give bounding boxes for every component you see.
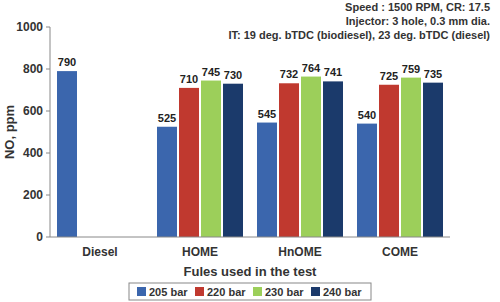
data-label: 732 — [280, 68, 298, 80]
data-label: 730 — [224, 69, 242, 81]
bar — [157, 127, 177, 237]
x-tick-label: COME — [382, 245, 418, 259]
x-tick-label: Diesel — [82, 245, 117, 259]
y-tick — [46, 195, 50, 196]
data-label: 725 — [380, 70, 398, 82]
bar — [179, 88, 199, 237]
y-axis-title: NO, ppm — [2, 105, 17, 159]
chart: 790 525 545 540 710 732 725 745 764 759 730 741 735 0… — [0, 0, 500, 302]
annotation: Speed : 1500 RPM, CR: 17.5 — [345, 1, 490, 13]
y-tick — [46, 27, 50, 28]
legend-swatch — [195, 287, 204, 296]
bar — [279, 83, 299, 237]
data-label: 545 — [258, 108, 276, 120]
y-tick — [46, 111, 50, 112]
bar — [401, 78, 421, 237]
legend-label: 220 bar — [207, 286, 246, 298]
bars — [57, 71, 443, 237]
chart-container: 790 525 545 540 710 732 725 745 764 759 730 741 735 0… — [0, 0, 500, 302]
data-label: 710 — [180, 73, 198, 85]
y-tick-label: 1000 — [16, 20, 43, 34]
data-label: 759 — [402, 63, 420, 75]
legend-swatch — [253, 287, 262, 296]
bar — [201, 81, 221, 237]
legend: 205 bar 220 bar 230 bar 240 bar — [129, 283, 371, 300]
bar — [257, 123, 277, 237]
y-tick-label: 0 — [36, 230, 43, 244]
y-tick — [46, 237, 50, 238]
legend-swatch — [311, 287, 320, 296]
x-tick-label: HOME — [182, 245, 218, 259]
y-axis — [50, 27, 51, 237]
bar — [323, 81, 343, 237]
data-label: 764 — [302, 62, 321, 74]
data-label: 790 — [58, 56, 76, 68]
legend-swatch — [137, 287, 146, 296]
bar — [423, 83, 443, 237]
annotation: Injector: 3 hole, 0.3 mm dia. — [346, 15, 490, 27]
data-label: 525 — [158, 112, 176, 124]
x-axis-title: Fules used in the test — [184, 264, 318, 279]
y-tick-label: 400 — [23, 146, 43, 160]
y-tick — [46, 153, 50, 154]
data-label: 745 — [202, 66, 220, 78]
y-tick-label: 800 — [23, 62, 43, 76]
annotation: IT: 19 deg. bTDC (biodiesel), 23 deg. bT… — [228, 29, 490, 41]
data-label: 735 — [424, 68, 442, 80]
legend-label: 230 bar — [265, 286, 304, 298]
data-label: 540 — [358, 109, 376, 121]
legend-label: 240 bar — [323, 286, 362, 298]
x-tick-label: HnOME — [278, 245, 321, 259]
bar — [57, 71, 77, 237]
bar — [379, 85, 399, 237]
bar — [301, 77, 321, 237]
x-axis — [50, 237, 450, 238]
y-tick-label: 600 — [23, 104, 43, 118]
legend-label: 205 bar — [149, 286, 188, 298]
legend-box — [129, 283, 371, 300]
bar — [357, 124, 377, 237]
y-tick-label: 200 — [23, 188, 43, 202]
data-label: 741 — [324, 66, 342, 78]
y-tick — [46, 69, 50, 70]
bar — [223, 84, 243, 237]
